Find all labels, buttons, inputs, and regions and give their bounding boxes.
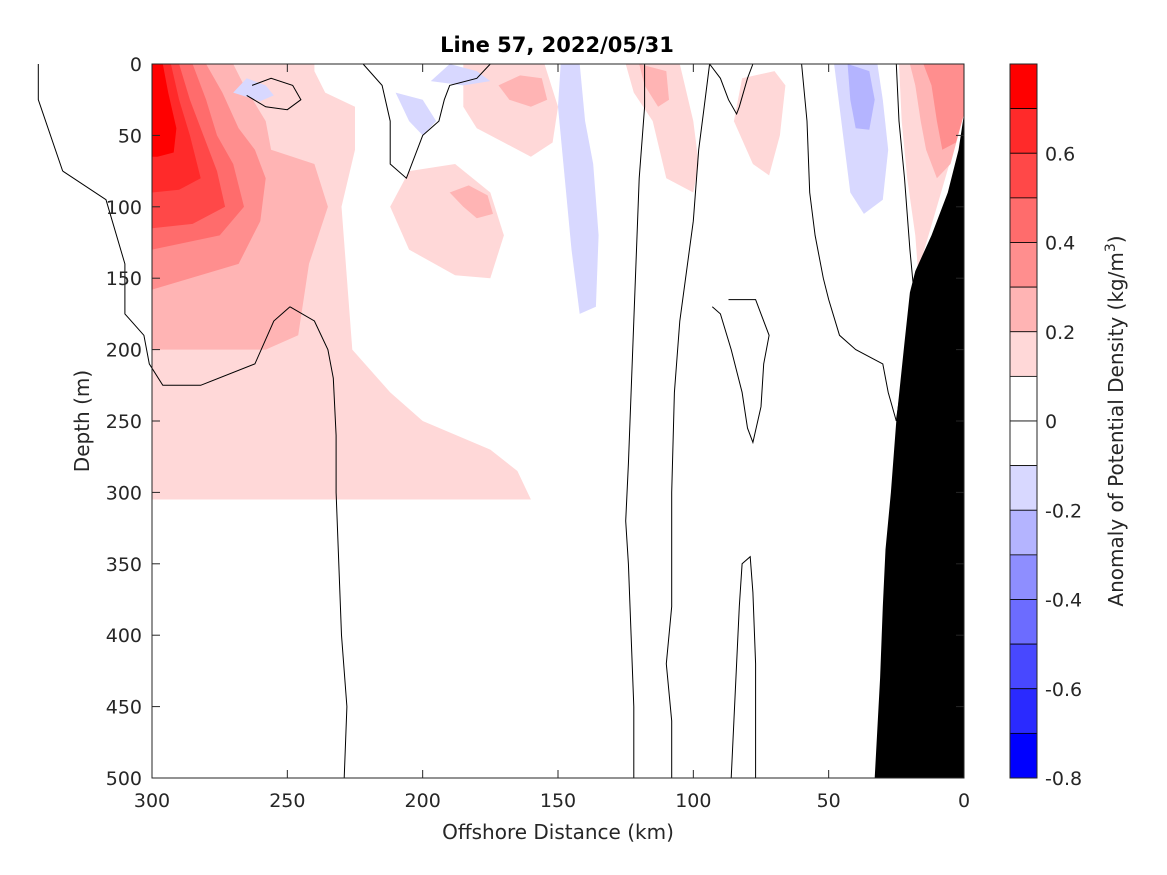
zero-contour-5 xyxy=(665,63,711,778)
colorbar-tick-label: 0.6 xyxy=(1045,143,1075,165)
colorbar-tick-label: 0 xyxy=(1045,411,1057,433)
x-tick-label: 300 xyxy=(134,790,170,812)
x-axis-label: Offshore Distance (km) xyxy=(442,820,674,844)
colorbar-swatch xyxy=(1009,242,1038,288)
colorbar-label-suffix: ) xyxy=(1104,235,1128,243)
y-tick-label: 250 xyxy=(106,411,142,433)
colorbar-swatch xyxy=(1009,286,1038,333)
density-region-neg-c xyxy=(395,92,437,136)
density-region-pos-d xyxy=(733,71,786,176)
colorbar-swatch xyxy=(1009,375,1038,422)
colorbar-swatch xyxy=(1009,152,1038,199)
bathymetry-layer xyxy=(874,114,964,778)
y-tick-label: 400 xyxy=(106,625,142,647)
colorbar-tick-label: -0.2 xyxy=(1045,500,1082,522)
colorbar-ticks: 0.6 0.4 0.2 0 -0.2 -0.4 -0.6 -0.8 xyxy=(1045,143,1082,790)
zero-contour-7 xyxy=(730,555,757,779)
chart-title: Line 57, 2022/05/31 xyxy=(440,33,674,57)
density-region-pos-near-shelf-0.3 xyxy=(923,64,964,150)
colorbar-swatch xyxy=(1009,509,1038,556)
colorbar-frame xyxy=(1009,63,1038,779)
colorbar-label-text: Anomaly of Potential Density (kg/m xyxy=(1104,252,1128,606)
y-tick-label: 450 xyxy=(106,697,142,719)
zero-contour-12 xyxy=(246,77,302,111)
density-region-pos-c-core xyxy=(639,64,669,107)
zero-contour-8 xyxy=(711,299,770,445)
colorbar-swatch xyxy=(1009,420,1038,467)
plot-area xyxy=(37,63,965,779)
zero-contour-11 xyxy=(362,63,491,180)
density-region-pos-c xyxy=(625,64,699,193)
density-region-pos-0.7 xyxy=(152,64,177,157)
colorbar-tick-label: -0.6 xyxy=(1045,679,1082,701)
colorbar-swatch xyxy=(1009,554,1038,600)
zero-contour-6 xyxy=(709,63,754,116)
colorbar-swatch xyxy=(1009,465,1038,511)
y-axis-ticks: 0 50 100 150 200 250 300 350 400 450 500 xyxy=(106,54,964,790)
x-tick-label: 0 xyxy=(958,790,970,812)
density-region-neg-e xyxy=(834,64,889,214)
zero-contour-layer xyxy=(37,63,916,779)
colorbar-tick-label: 0.4 xyxy=(1045,233,1075,255)
colorbar-swatch xyxy=(1009,599,1038,645)
colorbar-label-superscript: 3 xyxy=(1103,243,1119,252)
density-region-pos-mid-b-core xyxy=(498,75,548,107)
seafloor-bathymetry xyxy=(874,114,964,778)
y-tick-label: 100 xyxy=(106,197,142,219)
zero-contour-1 xyxy=(289,306,348,779)
density-fill-layer xyxy=(152,64,964,500)
zero-contour-2 xyxy=(62,170,291,386)
density-region-neg-a xyxy=(558,64,599,314)
colorbar-swatch xyxy=(1009,732,1038,779)
zero-contour-9 xyxy=(801,63,897,422)
x-tick-label: 250 xyxy=(269,790,305,812)
y-tick-label: 150 xyxy=(106,268,142,290)
colorbar-swatches xyxy=(1009,63,1038,779)
colorbar-swatch xyxy=(1009,108,1038,154)
colorbar: 0.6 0.4 0.2 0 -0.2 -0.4 -0.6 -0.8 Anomaly of Po… xyxy=(1009,63,1128,790)
y-tick-label: 200 xyxy=(106,340,142,362)
zero-contour-4 xyxy=(625,64,646,778)
colorbar-label: Anomaly of Potential Density (kg/m3) xyxy=(1103,235,1128,606)
x-tick-label: 100 xyxy=(675,790,711,812)
x-tick-label: 150 xyxy=(540,790,576,812)
y-tick-label: 50 xyxy=(118,125,142,147)
x-axis-ticks: 300 250 200 150 100 50 0 xyxy=(134,64,970,812)
density-region-pos-mid-a-core xyxy=(449,185,493,219)
colorbar-tick-label: -0.8 xyxy=(1045,768,1082,790)
density-region-neg-d xyxy=(233,78,274,102)
y-tick-label: 0 xyxy=(130,54,142,76)
colorbar-tick-label: 0.2 xyxy=(1045,322,1075,344)
colorbar-swatch xyxy=(1009,688,1038,734)
colorbar-swatch xyxy=(1009,331,1038,377)
colorbar-swatch xyxy=(1009,63,1038,110)
x-tick-label: 200 xyxy=(405,790,441,812)
y-axis-label: Depth (m) xyxy=(70,370,94,472)
y-tick-label: 300 xyxy=(106,482,142,504)
y-tick-label: 500 xyxy=(106,768,142,790)
colorbar-tick-label: -0.4 xyxy=(1045,590,1082,612)
colorbar-swatch xyxy=(1009,197,1038,243)
x-tick-label: 50 xyxy=(817,790,841,812)
zero-contour-3 xyxy=(37,64,64,172)
y-tick-label: 350 xyxy=(106,554,142,576)
colorbar-swatch xyxy=(1009,643,1038,690)
density-region-neg-b xyxy=(430,64,491,86)
density-region-neg-e-core xyxy=(847,64,875,130)
